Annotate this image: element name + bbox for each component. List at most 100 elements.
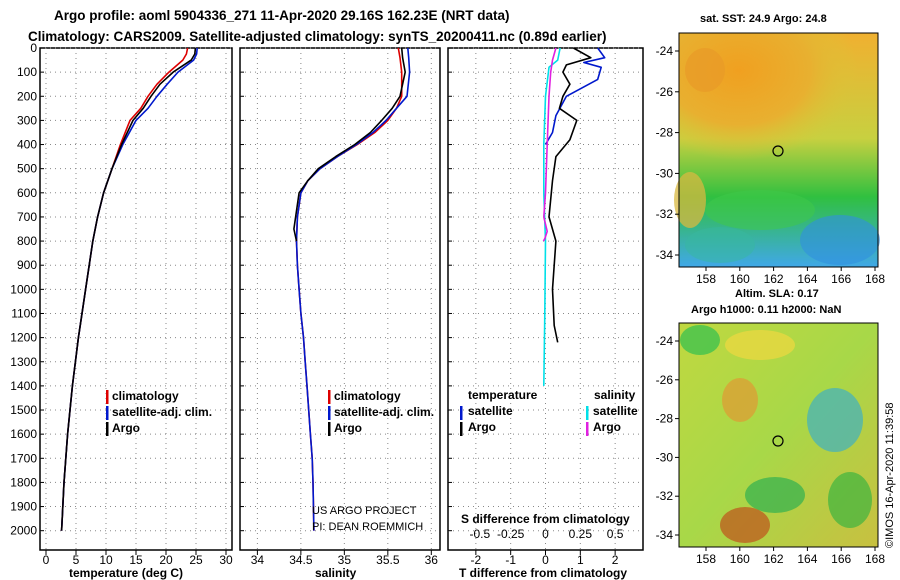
sst-coastal-blob — [674, 172, 706, 228]
legend-swatch-climatology — [106, 390, 109, 404]
y-tick-label: 1800 — [10, 475, 37, 489]
map-x-tick-label: 166 — [831, 272, 851, 286]
map-x-tick-label: 162 — [764, 272, 784, 286]
salinity-legend: climatology satellite-adj. clim. Argo — [328, 389, 434, 436]
map-y-tick-label: -34 — [656, 248, 674, 262]
x-tick-label: 1 — [577, 553, 584, 567]
series-line-argo-temperature- — [548, 47, 592, 343]
y-tick-label: 800 — [17, 234, 37, 248]
sla-map-title-1: Altim. SLA: 0.17 — [735, 288, 819, 300]
map-x-tick-label: 158 — [696, 552, 716, 566]
map-y-tick-label: -26 — [656, 85, 674, 99]
map-x-tick-label: 164 — [797, 272, 817, 286]
x-tick-label: 25 — [189, 553, 203, 567]
map-y-tick-label: -24 — [656, 334, 674, 348]
y-tick-label: 1400 — [10, 379, 37, 393]
map-y-tick-label: -26 — [656, 373, 674, 387]
sla-map-frame — [678, 322, 879, 548]
series-line-satellite-adj-clim- — [295, 47, 411, 531]
legend-title-salinity: salinity — [594, 388, 636, 402]
legend-swatch-satellite — [328, 406, 331, 420]
x-tick-label: 5 — [73, 553, 80, 567]
temperature-axis-label: temperature (deg C) — [69, 566, 183, 580]
series-line-argo — [293, 47, 407, 242]
legend-label-argo-temperature: Argo — [468, 420, 496, 434]
sst-map-title: sat. SST: 24.9 Argo: 24.8 — [700, 13, 827, 25]
series-line-argo-salinity- — [542, 47, 557, 242]
sla-red-patch — [720, 507, 770, 543]
y-tick-label: 1500 — [10, 403, 37, 417]
map-y-tick-label: -32 — [656, 489, 674, 503]
legend-swatch-climatology — [328, 390, 331, 404]
grid-layer — [40, 47, 643, 550]
map-y-tick-label: -30 — [656, 450, 674, 464]
salinity-axis-label: salinity — [315, 566, 357, 580]
y-tick-label: 1300 — [10, 355, 37, 369]
x-tick-label: 35 — [338, 553, 352, 567]
map-x-tick-label: 160 — [730, 272, 750, 286]
credit-pi: PI: DEAN ROEMMICH — [312, 521, 423, 533]
y-tick-label: 1100 — [11, 306, 37, 320]
map-x-tick-label: 158 — [696, 272, 716, 286]
legend-label-argo: Argo — [112, 421, 140, 435]
x-tick-label: 35.5 — [376, 553, 400, 567]
sla-axis-ticks: -24 -26 -28 -30 -32 -34 158 160 162 164 166 168 — [656, 334, 886, 566]
map-x-tick-label: 168 — [865, 552, 885, 566]
legend-title-temperature: temperature — [468, 388, 538, 402]
legend-label-argo: Argo — [334, 421, 362, 435]
temperature-legend: climatology satellite-adj. clim. Argo — [106, 389, 212, 436]
map-y-tick-label: -32 — [656, 207, 674, 221]
y-tick-label: 1900 — [10, 500, 37, 514]
y-tick-label: 100 — [17, 65, 37, 79]
x-tick-label: -1 — [505, 553, 516, 567]
y-tick-label: 1600 — [10, 427, 37, 441]
legend-label-climatology: climatology — [112, 389, 179, 403]
x-top-tick-label: -0.25 — [497, 527, 525, 541]
series-line-satellite-salinity- — [542, 47, 561, 386]
sst-map — [674, 32, 880, 268]
map-y-tick-label: -24 — [656, 44, 674, 58]
s-difference-axis-label: S difference from climatology — [461, 512, 630, 526]
sla-green-patch — [680, 325, 720, 355]
legend-swatch-argo — [328, 422, 331, 436]
sst-teal-region — [685, 227, 755, 263]
series-line-satellite-temperature- — [544, 47, 606, 145]
y-tick-label: 0 — [30, 41, 37, 55]
sst-argo-marker — [772, 145, 784, 157]
x-tick-label: 0 — [43, 553, 50, 567]
y-tick-label: 1200 — [10, 331, 37, 345]
legend-label-climatology: climatology — [334, 389, 401, 403]
x-tick-label: 20 — [159, 553, 173, 567]
y-tick-label: 900 — [17, 258, 37, 272]
map-y-tick-label: -28 — [656, 126, 674, 140]
map-x-tick-label: 162 — [764, 552, 784, 566]
x-top-tick-label: 0.5 — [607, 527, 624, 541]
x-tick-label: 0 — [542, 553, 549, 567]
legend-label-argo-salinity: Argo — [593, 420, 621, 434]
map-y-tick-label: -28 — [656, 412, 674, 426]
sla-orange-patch — [722, 378, 758, 422]
x-top-tick-label: -0.5 — [470, 527, 491, 541]
sla-argo-marker — [772, 435, 784, 447]
sst-axis-ticks: -24 -26 -28 -30 -32 -34 158 160 162 164 166 168 — [656, 44, 886, 286]
y-tick-label: 1000 — [10, 282, 37, 296]
y-tick-label: 700 — [17, 210, 37, 224]
series-layer — [60, 47, 606, 531]
t-difference-axis-label: T difference from climatology — [459, 566, 627, 580]
salinity-panel — [239, 47, 441, 551]
legend-swatch-sat-salinity — [586, 406, 589, 420]
y-tick-label: 300 — [17, 113, 37, 127]
sla-map — [678, 322, 879, 548]
x-tick-label: 34 — [251, 553, 265, 567]
map-y-tick-label: -30 — [656, 166, 674, 180]
sla-lower-green-patch — [745, 477, 805, 513]
legend-label-sat-temperature: satellite — [468, 404, 513, 418]
map-x-tick-label: 168 — [865, 272, 885, 286]
map-x-tick-label: 164 — [797, 552, 817, 566]
title-line-1: Argo profile: aoml 5904336_271 11-Apr-20… — [54, 8, 509, 23]
x-tick-label: 36 — [425, 553, 439, 567]
legend-label-sat-salinity: satellite — [593, 404, 638, 418]
legend-swatch-argo-salinity — [586, 422, 589, 436]
difference-legend: temperature salinity satellite Argo sate… — [460, 388, 638, 436]
